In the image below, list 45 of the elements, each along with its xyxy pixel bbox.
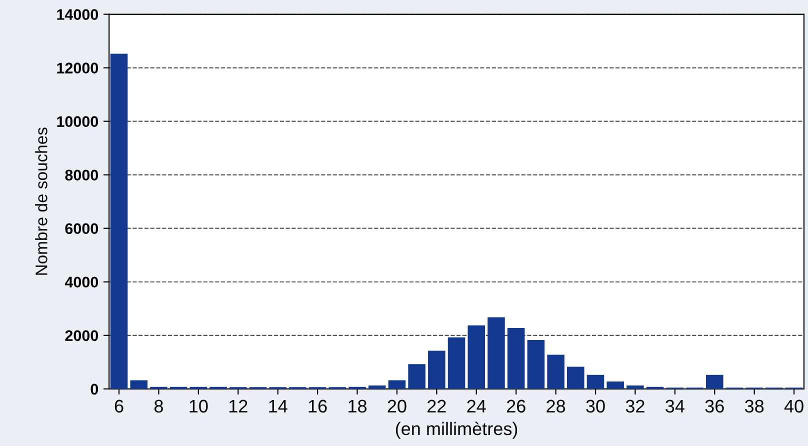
bar xyxy=(368,386,386,389)
x-tick-label: 10 xyxy=(190,400,208,413)
bar xyxy=(428,350,446,389)
bar xyxy=(567,366,584,389)
bar xyxy=(547,354,564,389)
y-tick-label: 10000 xyxy=(57,116,98,127)
x-tick-label: 26 xyxy=(506,400,526,413)
y-axis-title: Nombre de souches xyxy=(35,128,48,275)
x-axis-title: (en millimètres) xyxy=(396,422,518,439)
bar xyxy=(468,325,486,389)
bar xyxy=(448,337,466,389)
x-tick-label: 22 xyxy=(428,400,446,412)
bar xyxy=(507,328,525,389)
bar xyxy=(626,386,644,389)
bar xyxy=(706,374,724,389)
x-tick-label: 6 xyxy=(114,400,124,413)
y-tick-label: 6000 xyxy=(65,223,98,234)
x-tick-label: 8 xyxy=(154,400,163,413)
x-tick-label: 34 xyxy=(666,400,684,413)
bar xyxy=(110,54,128,389)
y-tick-label: 4000 xyxy=(64,276,98,288)
x-tick-label: 14 xyxy=(269,400,288,412)
bar xyxy=(408,364,426,389)
x-tick-label: 20 xyxy=(388,400,406,413)
bar xyxy=(488,317,505,389)
y-tick-label: 8000 xyxy=(65,170,98,181)
bar xyxy=(527,340,545,389)
x-tick-label: 12 xyxy=(229,400,248,412)
x-tick-label: 40 xyxy=(784,400,804,413)
bar xyxy=(606,382,624,389)
bar xyxy=(388,380,406,389)
x-tick-label: 30 xyxy=(586,400,605,413)
x-tick-label: 38 xyxy=(744,400,764,413)
x-tick-label: 28 xyxy=(546,400,566,413)
y-tick-label: 14000 xyxy=(57,9,98,20)
y-tick-label: 12000 xyxy=(57,62,98,74)
x-tick-label: 18 xyxy=(348,400,367,413)
bar xyxy=(586,374,604,389)
bar xyxy=(130,380,148,389)
y-tick-label: 0 xyxy=(90,384,98,395)
x-tick-label: 24 xyxy=(467,400,486,412)
x-tick-label: 32 xyxy=(626,400,644,413)
y-tick-label: 2000 xyxy=(65,330,98,342)
x-tick-label: 16 xyxy=(308,400,327,413)
x-tick-label: 36 xyxy=(705,400,724,413)
